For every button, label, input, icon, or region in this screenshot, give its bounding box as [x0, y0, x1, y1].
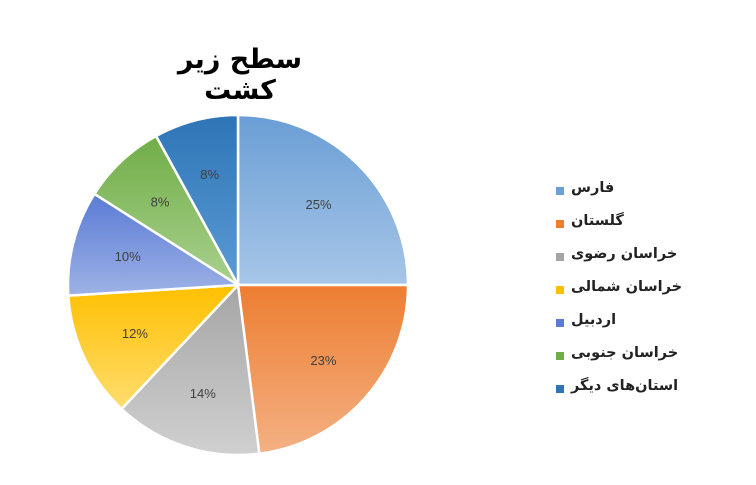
chart-title: سطح زیر کشت: [177, 44, 303, 106]
slice-data-label: 25%: [305, 197, 331, 212]
pie-slice: [119, 282, 261, 457]
legend-swatch: [556, 187, 564, 195]
legend-label: گلستان: [571, 213, 624, 229]
legend-swatch: [556, 220, 564, 228]
pie-slice: [67, 283, 242, 411]
legend-label: استان‌های دیگر: [571, 378, 679, 394]
pie-slice: [236, 113, 410, 287]
legend-item: گلستان: [545, 209, 715, 242]
slice-data-label: 12%: [122, 326, 148, 341]
pie-slice: [236, 283, 410, 456]
slice-data-label: 23%: [310, 353, 336, 368]
slice-data-label: 10%: [115, 249, 141, 264]
legend-label: خراسان شمالی: [571, 279, 683, 295]
legend-swatch: [556, 253, 564, 261]
legend-item: فارس: [545, 176, 715, 209]
legend-item: استان‌های دیگر: [545, 374, 715, 407]
legend-label: فارس: [571, 180, 615, 196]
slice-data-label: 8%: [200, 167, 219, 182]
pie-slice: [66, 192, 242, 297]
slice-data-label: 14%: [190, 386, 216, 401]
legend-swatch: [556, 286, 564, 294]
legend-swatch: [556, 319, 564, 327]
legend-item: خراسان جنوبی: [545, 341, 715, 374]
legend-item: اردبیل: [545, 308, 715, 341]
pie-data-labels: 25% 23% 14% 12% 10% 8% 8%: [115, 167, 337, 401]
legend-label: خراسان جنوبی: [571, 345, 679, 361]
pie-slices: [66, 113, 410, 457]
chart-legend: فارس گلستان خراسان رضوی خراسان شمالی اردبیل خ…: [545, 176, 715, 407]
slice-data-label: 8%: [151, 195, 170, 210]
legend-label: خراسان رضوی: [571, 246, 678, 262]
legend-item: خراسان شمالی: [545, 275, 715, 308]
legend-label: اردبیل: [571, 312, 617, 328]
legend-swatch: [556, 385, 564, 393]
legend-swatch: [556, 352, 564, 360]
pie-slice: [154, 113, 240, 286]
legend-item: خراسان رضوی: [545, 242, 715, 275]
